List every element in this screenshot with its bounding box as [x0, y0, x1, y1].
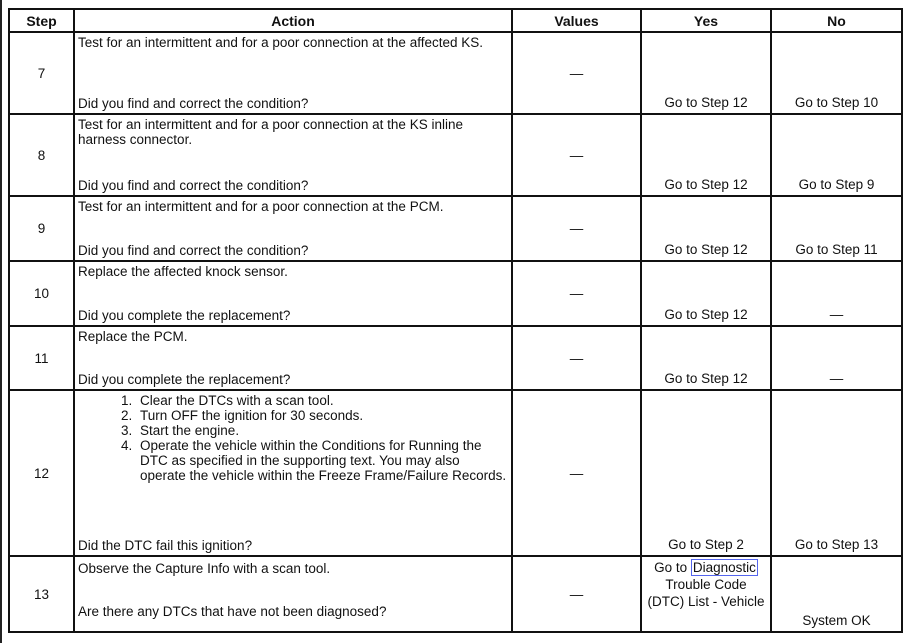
values-cell: — [511, 113, 642, 197]
step-number: 7 [8, 31, 75, 115]
no-cell: Go to Step 11 [770, 195, 903, 262]
action-text: Test for an intermittent and for a poor … [78, 117, 463, 147]
dtc-list-link[interactable]: Diagnostic [690, 559, 758, 576]
action-text: Replace the PCM. [78, 329, 188, 344]
table-row: 11 Replace the PCM. Did you complete the … [8, 325, 903, 391]
header-yes: Yes [640, 8, 772, 33]
list-item: Operate the vehicle within the Condition… [136, 438, 508, 483]
action-text: Observe the Capture Info with a scan too… [78, 561, 331, 576]
yes-prefix: Go to [654, 560, 691, 575]
header-step: Step [8, 8, 75, 33]
list-item: Clear the DTCs with a scan tool. [136, 393, 508, 408]
no-cell: — [770, 260, 903, 327]
header-no: No [770, 8, 903, 33]
action-question: Did you find and correct the condition? [78, 96, 309, 111]
values-cell: — [511, 31, 642, 115]
yes-suffix: Trouble Code (DTC) List - Vehicle [647, 577, 765, 609]
no-cell: — [770, 325, 903, 391]
step-number: 11 [8, 325, 75, 391]
action-question: Did the DTC fail this ignition? [78, 538, 253, 553]
action-cell: Test for an intermittent and for a poor … [73, 113, 513, 197]
values-cell: — [511, 260, 642, 327]
action-question: Did you complete the replacement? [78, 308, 291, 323]
table-row: 9 Test for an intermittent and for a poo… [8, 195, 903, 262]
action-cell: Replace the affected knock sensor. Did yo… [73, 260, 513, 327]
action-question: Are there any DTCs that have not been di… [78, 604, 387, 619]
values-cell: — [511, 389, 642, 557]
yes-cell: Go to Step 12 [640, 325, 772, 391]
action-cell: Replace the PCM. Did you complete the rep… [73, 325, 513, 391]
yes-cell: Go to Step 12 [640, 31, 772, 115]
action-cell: Observe the Capture Info with a scan too… [73, 555, 513, 633]
yes-cell: Go to Diagnostic Trouble Code (DTC) List … [640, 555, 772, 633]
table-row: 12 Clear the DTCs with a scan tool. Turn… [8, 389, 903, 557]
table-row: 7 Test for an intermittent and for a poo… [8, 31, 903, 115]
action-steps-list: Clear the DTCs with a scan tool. Turn OF… [78, 393, 508, 483]
list-item: Turn OFF the ignition for 30 seconds. [136, 408, 508, 423]
values-cell: — [511, 325, 642, 391]
step-number: 8 [8, 113, 75, 197]
diagnostic-table: Step Action Values Yes No 7 Test for an … [8, 8, 903, 633]
action-text: Test for an intermittent and for a poor … [78, 35, 483, 50]
action-cell: Clear the DTCs with a scan tool. Turn OF… [73, 389, 513, 557]
table-row: 13 Observe the Capture Info with a scan … [8, 555, 903, 633]
yes-cell: Go to Step 2 [640, 389, 772, 557]
step-number: 9 [8, 195, 75, 262]
no-cell: Go to Step 10 [770, 31, 903, 115]
values-cell: — [511, 195, 642, 262]
table-row: 10 Replace the affected knock sensor. Did… [8, 260, 903, 327]
action-question: Did you complete the replacement? [78, 372, 291, 387]
step-number: 12 [8, 389, 75, 557]
action-text: Replace the affected knock sensor. [78, 264, 288, 279]
table-row: 8 Test for an intermittent and for a poo… [8, 113, 903, 197]
step-number: 13 [8, 555, 75, 633]
header-values: Values [511, 8, 642, 33]
values-cell: — [511, 555, 642, 633]
left-edge-line [0, 0, 2, 643]
no-cell: Go to Step 13 [770, 389, 903, 557]
yes-cell: Go to Step 12 [640, 195, 772, 262]
header-row: Step Action Values Yes No [8, 8, 903, 33]
list-item: Start the engine. [136, 423, 508, 438]
yes-cell: Go to Step 12 [640, 113, 772, 197]
yes-cell: Go to Step 12 [640, 260, 772, 327]
action-cell: Test for an intermittent and for a poor … [73, 31, 513, 115]
step-number: 10 [8, 260, 75, 327]
no-cell: System OK [770, 555, 903, 633]
action-cell: Test for an intermittent and for a poor … [73, 195, 513, 262]
action-text: Test for an intermittent and for a poor … [78, 199, 444, 214]
no-cell: Go to Step 9 [770, 113, 903, 197]
header-action: Action [73, 8, 513, 33]
action-question: Did you find and correct the condition? [78, 243, 309, 258]
action-question: Did you find and correct the condition? [78, 178, 309, 193]
